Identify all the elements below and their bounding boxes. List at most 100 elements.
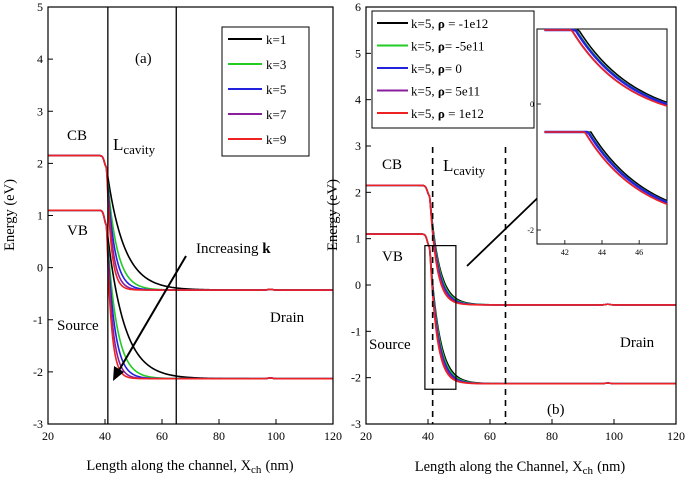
panel-b-cavity-lines [431,147,507,424]
panel-a-legend-label: k=1 [266,32,286,47]
inset-curves [544,28,668,206]
panel-b-cb-line [366,184,676,306]
panel-a-y-tick-label: 5 [37,0,43,14]
panel-b-legend: k=5, ρ = -1e12 k=5, ρ= -5e11 k=5, ρ= 0 k=5,… [371,10,535,129]
panel-b-source-label: Source [369,337,411,353]
panel-b-vb-line [366,233,676,385]
panel-b-vb-line [366,233,676,385]
panel-b-inset: 42 44 46 0 -2 [527,28,668,257]
panel-a-cb-label: CB [67,128,87,144]
panel-a-y-axis-label: Energy (eV) [2,179,18,251]
panel-a-cb-line-k=9 [48,154,333,291]
panel-a-x-tick-label: 120 [324,429,342,443]
panel-b-x-tick-label: 120 [667,429,685,443]
panel-a-drain-label: Drain [270,310,305,326]
panel-b-x-axis-label: Length along the Channel, Xch (nm) [415,459,626,477]
panel-a-cb-line-k=5 [48,154,333,291]
panel-a-cavity-lines [107,7,177,424]
panel-a-legend-label: k=3 [266,57,286,72]
panel-b-y-tick-label: 3 [355,139,361,153]
panel-a-cb-line-k=1 [48,154,333,291]
panel-b-y-tick-label: 1 [355,232,361,246]
panel-a-cb-line-k=7 [48,154,333,291]
panel-b-legend-label: k=5, ρ = 1e12 [411,106,484,121]
panel-a-x-axis-label: Length along the channel, Xch (nm) [86,458,293,476]
inset-y-tick-label: -2 [527,226,534,235]
panel-a-y-tick-label: 0 [37,261,43,275]
panel-b-y-tick-label: 0 [355,278,361,292]
inset-band-line [544,29,668,107]
panel-b-x-tick-label: 20 [360,429,372,443]
panel-a-x-tick-label: 80 [213,429,225,443]
panel-b-x-tick-label: 80 [546,429,558,443]
panel-a-x-ticks: 20 40 60 80 100 120 [42,419,342,443]
panel-a-y-tick-label: 1 [37,209,43,223]
panel-a-y-tick-label: -3 [33,417,43,431]
panel-a-y-tick-label: 2 [37,156,43,170]
panel-a-y-ticks: -3 -2 -1 0 1 2 3 4 5 [33,0,53,431]
panel-a-legend: k=1 k=3 k=5 k=7 k=9 [221,26,310,157]
panel-b-x-tick-label: 100 [605,429,623,443]
panel-b: 20 40 60 80 100 120 -3 -2 -1 0 1 2 3 4 5 6 CB VB Lcavi… [325,0,685,477]
panel-a-y-tick-label: -1 [33,313,43,327]
panel-a-lcavity-label: Lcavity [113,135,156,157]
inset-x-tick-label: 44 [598,248,606,257]
panel-b-y-tick-label: 4 [355,93,361,107]
panel-b-legend-label: k=5, ρ= 0 [411,61,462,76]
panel-a-vb-line-k=9 [48,209,333,380]
panel-b-vb-line [366,233,676,385]
panel-a-cb-line-k=3 [48,154,333,291]
panel-b-vb-line [366,233,676,385]
panel-b-vb-label: VB [382,249,403,265]
panel-b-x-ticks: 20 40 60 80 100 120 [360,419,685,443]
panel-b-y-tick-label: 2 [355,185,361,199]
panel-b-zoom-box [424,245,457,390]
inset-y-tick-label: 0 [530,100,534,109]
panel-a-x-tick-label: 100 [267,429,285,443]
panel-a-x-tick-label: 60 [156,429,168,443]
panel-b-curves [366,184,676,385]
panel-a-legend-label: k=5 [266,82,286,97]
inset-x-tick-label: 46 [635,248,643,257]
inset-band-line [544,131,668,206]
panel-b-x-tick-label: 40 [422,429,434,443]
panel-b-y-tick-label: -2 [351,371,361,385]
panel-b-label: (b) [547,402,565,418]
panel-b-y-axis-label: Energy (eV) [325,179,341,251]
panel-a-curves [48,154,333,380]
panel-a-y-tick-label: -2 [33,365,43,379]
panel-b-drain-label: Drain [620,335,655,351]
panel-b-x-tick-label: 60 [484,429,496,443]
panel-b-vb-line [366,233,676,385]
panel-a-vb-line-k=1 [48,209,333,380]
panel-a-vb-line-k=7 [48,209,333,380]
panel-a: 20 40 60 80 100 120 -3 -2 -1 0 1 2 3 4 5 (a) CB VB Lc… [2,0,342,476]
panel-b-lcavity-label: Lcavity [443,156,486,178]
panel-a-vb-label: VB [67,223,88,239]
panel-a-vb-line-k=3 [48,209,333,380]
panel-a-label: (a) [135,51,152,67]
panel-a-source-label: Source [57,318,99,334]
panel-a-x-tick-label: 40 [99,429,111,443]
panel-a-y-tick-label: 3 [37,104,43,118]
panel-a-increasing-label: Increasing k [196,241,271,257]
panel-b-y-ticks: -3 -2 -1 0 1 2 3 4 5 6 [351,0,371,431]
panel-b-y-tick-label: -1 [351,324,361,338]
inset-ticks: 42 44 46 0 -2 [527,100,643,257]
panel-a-y-tick-label: 4 [37,52,43,66]
panel-a-x-tick-label: 20 [42,429,54,443]
panel-b-legend-label: k=5, ρ = -1e12 [411,16,488,31]
panel-b-plot-frame [365,6,677,425]
panel-b-legend-label: k=5, ρ= 5e11 [411,84,480,99]
inset-x-tick-label: 42 [561,248,569,257]
panel-b-y-tick-label: 6 [355,0,361,14]
panel-b-y-tick-label: 5 [355,46,361,60]
panel-b-legend-label: k=5, ρ= -5e11 [411,39,485,54]
panel-b-cb-label: CB [382,157,402,173]
panel-b-y-tick-label: -3 [351,417,361,431]
panel-a-increasing-arrow [113,255,187,381]
panel-a-legend-label: k=7 [266,107,287,122]
panel-a-legend-label: k=9 [266,132,286,147]
panel-a-vb-line-k=5 [48,209,333,380]
